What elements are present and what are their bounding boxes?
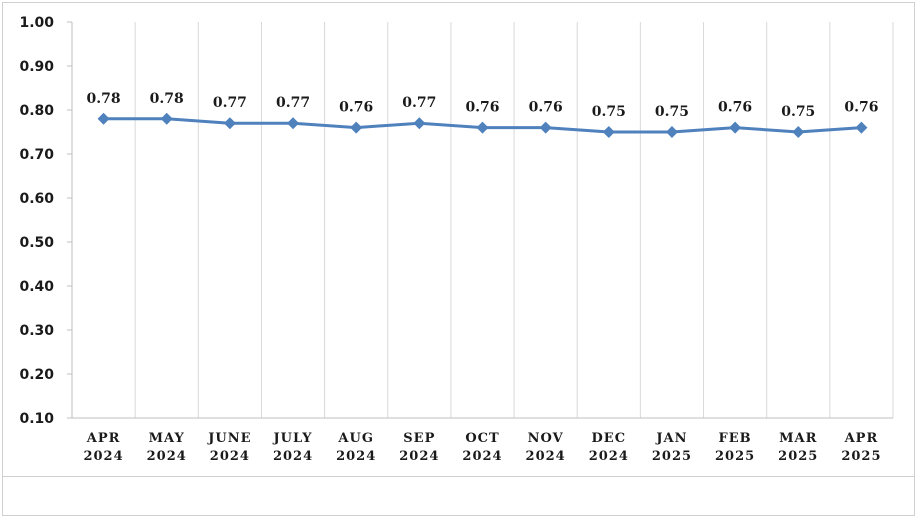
x-axis-ticks: APR 2024 MAY 2024 JUNE 2024 JULY 2024 AUG 2024 SEP… bbox=[83, 431, 881, 464]
x-tick-label-year: 2024 bbox=[462, 449, 502, 464]
x-tick-label-year: 2024 bbox=[83, 449, 123, 464]
x-tick-label-month: JULY bbox=[272, 431, 312, 446]
x-tick-label-month: APR bbox=[844, 431, 879, 446]
x-tick-label-month: JAN bbox=[655, 431, 687, 446]
data-label: 0.77 bbox=[276, 95, 310, 111]
y-tick-label: 0.90 bbox=[19, 59, 54, 75]
y-tick-label: 0.20 bbox=[19, 367, 54, 383]
data-label: 0.78 bbox=[150, 91, 184, 107]
x-tick-label-year: 2024 bbox=[399, 449, 439, 464]
data-point-marker bbox=[665, 126, 678, 138]
y-tick-label: 0.50 bbox=[19, 235, 54, 251]
data-label: 0.78 bbox=[87, 91, 121, 107]
data-point-marker bbox=[223, 117, 236, 130]
x-tick-label-year: 2024 bbox=[336, 449, 376, 464]
x-tick-label-month: SEP bbox=[403, 431, 435, 446]
y-tick-label: 0.10 bbox=[19, 411, 54, 427]
x-tick-label-month: NOV bbox=[528, 431, 564, 446]
data-labels: 0.78 0.78 0.77 0.77 0.76 0.77 0.76 0.76 0.75 0.75… bbox=[87, 91, 879, 120]
x-tick-label-year: 2025 bbox=[841, 449, 881, 464]
data-label: 0.76 bbox=[718, 100, 752, 116]
x-tick-label-year: 2024 bbox=[273, 449, 313, 464]
data-point-marker bbox=[729, 121, 742, 134]
x-tick-label-year: 2024 bbox=[147, 449, 187, 464]
x-tick-label-month: JUNE bbox=[207, 431, 251, 446]
x-tick-label-year: 2025 bbox=[652, 449, 692, 464]
data-label: 0.75 bbox=[592, 104, 626, 120]
data-label: 0.77 bbox=[402, 95, 436, 111]
x-tick-label-year: 2024 bbox=[526, 449, 566, 464]
x-tick-label-month: APR bbox=[86, 431, 121, 446]
data-point-marker bbox=[539, 121, 552, 134]
y-tick-label: 0.80 bbox=[19, 103, 54, 119]
data-point-marker bbox=[855, 121, 868, 134]
x-tick-label-year: 2025 bbox=[778, 449, 818, 464]
x-tick-label-year: 2025 bbox=[715, 449, 755, 464]
series bbox=[97, 112, 868, 138]
x-tick-label-month: MAY bbox=[149, 431, 185, 446]
y-tick-label: 0.60 bbox=[19, 191, 54, 207]
x-tick-label-month: AUG bbox=[337, 431, 374, 446]
data-label: 0.76 bbox=[339, 100, 373, 116]
data-label: 0.77 bbox=[213, 95, 247, 111]
data-label: 0.75 bbox=[781, 104, 815, 120]
data-point-marker bbox=[350, 121, 363, 134]
y-tick-label: 1.00 bbox=[19, 15, 54, 31]
x-tick-label-year: 2024 bbox=[210, 449, 250, 464]
x-tick-label-year: 2024 bbox=[589, 449, 629, 464]
data-point-marker bbox=[602, 126, 615, 138]
y-tick-label: 0.40 bbox=[19, 279, 54, 295]
y-tick-label: 0.70 bbox=[19, 147, 54, 163]
data-point-marker bbox=[160, 112, 173, 125]
data-point-marker bbox=[287, 117, 300, 130]
x-tick-label-month: FEB bbox=[719, 431, 752, 446]
data-point-marker bbox=[97, 112, 110, 125]
data-label: 0.76 bbox=[465, 100, 499, 116]
data-label: 0.76 bbox=[529, 100, 563, 116]
data-point-marker bbox=[476, 121, 489, 134]
data-point-marker bbox=[792, 126, 805, 138]
y-tick-label: 0.30 bbox=[19, 323, 54, 339]
grid-lines bbox=[134, 22, 894, 418]
axes bbox=[67, 21, 893, 419]
data-label: 0.76 bbox=[844, 100, 878, 116]
data-point-marker bbox=[413, 117, 426, 130]
x-tick-label-month: DEC bbox=[592, 431, 627, 446]
x-tick-label-month: OCT bbox=[465, 431, 499, 446]
y-axis-ticks: 0.10 0.20 0.30 0.40 0.50 0.60 0.70 0.80 0.90 1.00 bbox=[19, 15, 54, 427]
chart-bottom-divider bbox=[2, 476, 915, 477]
data-label: 0.75 bbox=[655, 104, 689, 120]
x-tick-label-month: MAR bbox=[779, 431, 817, 446]
